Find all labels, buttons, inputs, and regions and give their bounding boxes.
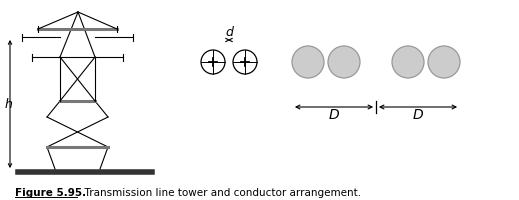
Text: Figure 5.95.: Figure 5.95. (15, 187, 86, 197)
Text: D: D (329, 107, 339, 121)
Text: D: D (413, 107, 424, 121)
Circle shape (428, 47, 460, 79)
Circle shape (292, 47, 324, 79)
Text: h: h (4, 98, 12, 111)
Circle shape (392, 47, 424, 79)
Text: Transmission line tower and conductor arrangement.: Transmission line tower and conductor ar… (78, 187, 361, 197)
Circle shape (328, 47, 360, 79)
Text: d: d (225, 26, 233, 39)
